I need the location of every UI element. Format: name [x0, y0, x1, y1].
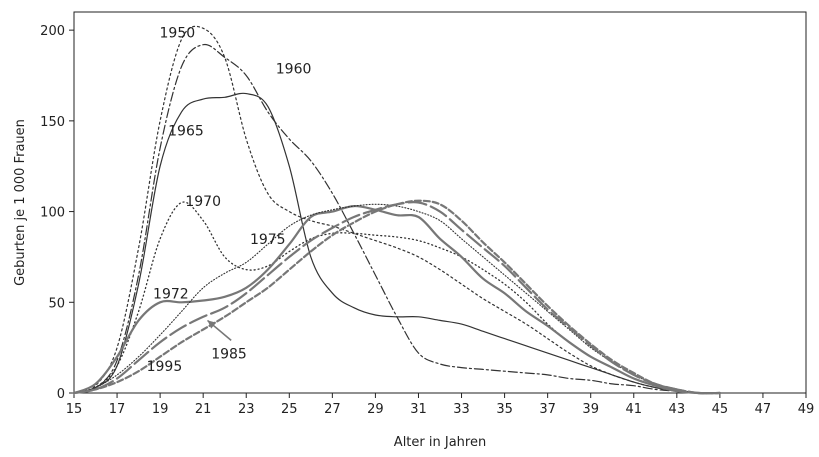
- x-tick-label: 45: [712, 402, 729, 417]
- series-label-1970: 1970: [185, 194, 221, 210]
- y-tick-label: 0: [57, 387, 65, 402]
- x-tick-label: 47: [755, 402, 772, 417]
- series-labels-layer: 1950 1960 1965 1970 1972 1975 1985 1995: [147, 25, 312, 375]
- axes-layer: 15 17 19 21 23 25 27 29 31 33 35 37 39 41 43 45 47 49 0 50 1…: [40, 11, 815, 417]
- y-tick-label: 200: [40, 24, 65, 39]
- series-label-1960: 1960: [276, 62, 312, 78]
- plot-frame: [73, 11, 807, 394]
- x-tick-label: 49: [798, 402, 815, 417]
- x-tick-label: 19: [152, 402, 169, 417]
- series-line-1995: [72, 199, 721, 395]
- y-tick-label: 50: [48, 296, 65, 311]
- x-tick-label: 15: [66, 402, 83, 417]
- x-tick-label: 21: [195, 402, 212, 417]
- series-label-1985: 1985: [211, 347, 247, 363]
- annotation-layer: [206, 319, 232, 341]
- series-label-1975: 1975: [250, 232, 286, 248]
- series-label-1965: 1965: [168, 123, 204, 139]
- x-tick-label: 37: [539, 402, 556, 417]
- x-axis-title: Alter in Jahren: [394, 435, 486, 450]
- series-line-1960: [73, 43, 721, 394]
- x-tick-label: 41: [625, 402, 642, 417]
- series-line-1972: [72, 204, 721, 395]
- x-tick-label: 33: [453, 402, 470, 417]
- x-tick-label: 17: [109, 402, 126, 417]
- annotation-arrow-head: [207, 320, 217, 329]
- series-line-1965: [73, 92, 721, 394]
- x-tick-label: 43: [669, 402, 686, 417]
- series-label-1950: 1950: [160, 25, 196, 41]
- x-tick-label: 39: [582, 402, 599, 417]
- x-tick-label: 31: [410, 402, 427, 417]
- y-tick-label: 100: [40, 206, 65, 221]
- y-axis-title: Geburten je 1 000 Frauen: [13, 119, 28, 286]
- series-label-1995: 1995: [147, 359, 183, 375]
- x-tick-label: 29: [367, 402, 384, 417]
- series-layer: [72, 25, 721, 395]
- x-tick-label: 35: [496, 402, 513, 417]
- x-tick-label: 23: [238, 402, 255, 417]
- series-label-1972: 1972: [153, 287, 189, 303]
- y-tick-label: 150: [40, 115, 65, 130]
- series-line-1950: [73, 25, 721, 394]
- x-tick-label: 27: [324, 402, 341, 417]
- x-tick-label: 25: [281, 402, 298, 417]
